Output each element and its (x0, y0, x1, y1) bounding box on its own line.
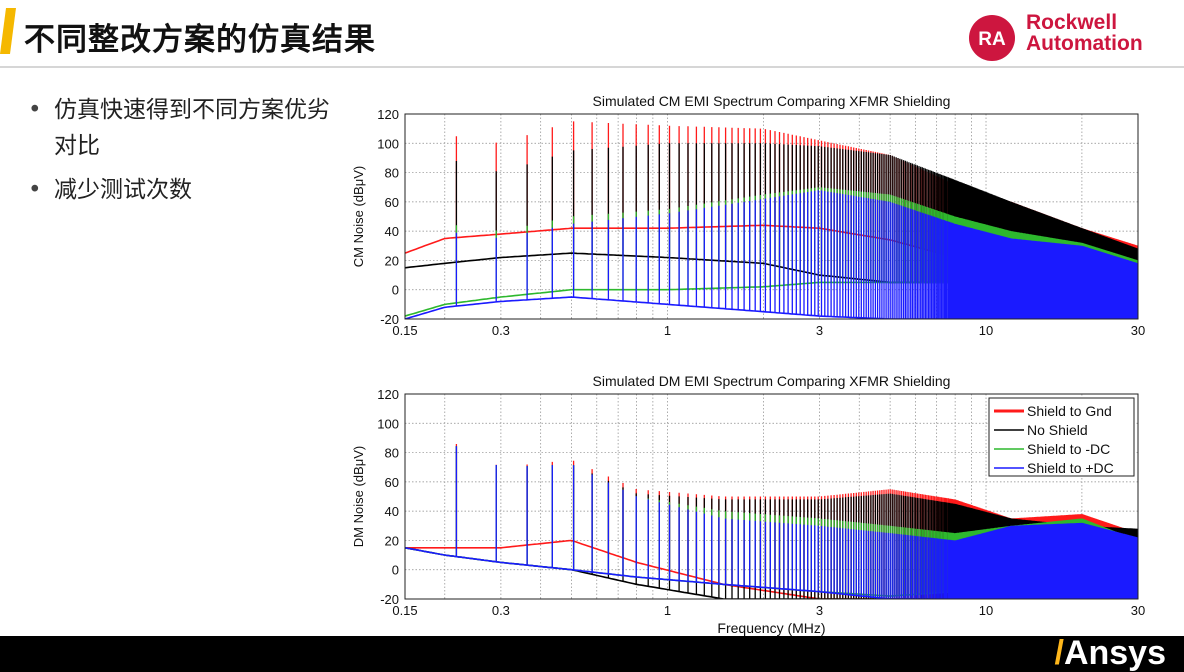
chart-title: Simulated DM EMI Spectrum Comparing XFMR… (593, 373, 951, 389)
logo-line2: Automation (1026, 32, 1143, 55)
bullet-item: 仿真快速得到不同方案优劣对比 (28, 92, 348, 164)
plot-frame (404, 113, 1139, 320)
title-divider (0, 66, 1184, 68)
y-tick-label: 0 (392, 563, 399, 578)
rockwell-automation-logo: RA Rockwell Automation (966, 12, 1176, 62)
legend-label: Shield to -DC (1027, 441, 1110, 457)
y-tick-label: 60 (385, 195, 399, 210)
x-tick-label: 3 (816, 323, 823, 338)
x-tick-label: 0.15 (392, 603, 417, 618)
y-tick-label: 80 (385, 166, 399, 181)
footer-bar (0, 636, 1184, 672)
x-tick-label: 10 (979, 603, 993, 618)
legend-label: Shield to +DC (1027, 460, 1114, 476)
y-tick-label: 120 (377, 107, 399, 122)
ansys-mark-icon: / (1054, 634, 1064, 672)
x-tick-label: 1 (664, 323, 671, 338)
legend-label: No Shield (1027, 422, 1088, 438)
y-tick-label: 20 (385, 253, 399, 268)
x-axis-label: Frequency (MHz) (717, 620, 825, 636)
y-axis-label: CM Noise (dBμV) (351, 166, 366, 267)
y-tick-label: 100 (377, 136, 399, 151)
x-tick-label: 10 (979, 323, 993, 338)
chart-panel-2: -20 0 20 40 60 80 100 120 0.15 0.3 1 3 10 30 Simulated… (351, 373, 1145, 636)
bullet-item: 减少测试次数 (28, 172, 348, 208)
y-tick-label: 40 (385, 504, 399, 519)
y-tick-label: 20 (385, 533, 399, 548)
y-tick-label: -20 (380, 592, 399, 607)
x-tick-label: 0.15 (392, 323, 417, 338)
chart-title: Simulated CM EMI Spectrum Comparing XFMR… (593, 93, 951, 109)
bullet-list: 仿真快速得到不同方案优劣对比 减少测试次数 (28, 92, 348, 216)
y-tick-label: -20 (380, 312, 399, 327)
x-tick-label: 1 (664, 603, 671, 618)
chart-panel-1: -20 0 20 40 60 80 100 120 0.15 0.3 1 3 10 30 Simulated… (351, 93, 1145, 338)
x-tick-label: 30 (1131, 603, 1145, 618)
ra-badge-icon: RA (969, 15, 1015, 61)
y-tick-label: 40 (385, 224, 399, 239)
ansys-text: Ansys (1063, 634, 1166, 672)
series-harmonics (455, 190, 1138, 319)
page-title: 不同整改方案的仿真结果 (24, 22, 376, 58)
y-tick-label: 100 (377, 416, 399, 431)
logo-line1: Rockwell (1026, 11, 1118, 34)
legend: Shield to Gnd No Shield Shield to -DC Shiel… (988, 397, 1135, 477)
y-tick-label: 60 (385, 475, 399, 490)
y-tick-label: 0 (392, 283, 399, 298)
x-tick-label: 30 (1131, 323, 1145, 338)
y-tick-label: 80 (385, 446, 399, 461)
series-floor (405, 296, 1138, 319)
x-tick-label: 0.3 (492, 323, 510, 338)
plot-frame (404, 393, 1139, 600)
x-tick-label: 3 (816, 603, 823, 618)
ansys-logo: /Ansys (1054, 634, 1166, 672)
legend-label: Shield to Gnd (1027, 403, 1112, 419)
series-harmonics (455, 446, 1138, 599)
y-tick-label: 120 (377, 387, 399, 402)
title-accent-bar (0, 8, 16, 54)
logo-badge-text: RA (978, 29, 1006, 50)
y-axis-label: DM Noise (dBμV) (351, 446, 366, 547)
x-tick-label: 0.3 (492, 603, 510, 618)
